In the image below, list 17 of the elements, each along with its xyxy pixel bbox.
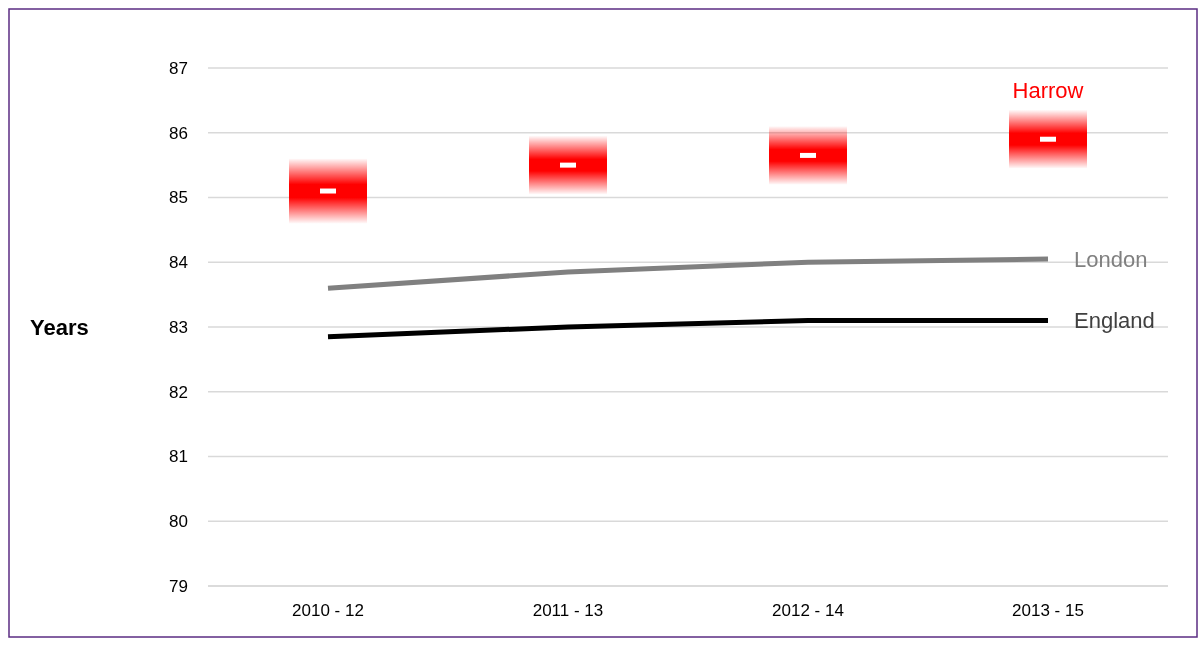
- y-tick-label: 86: [169, 123, 188, 143]
- y-tick-label: 79: [169, 576, 188, 596]
- x-tick-label: 2011 - 13: [532, 601, 604, 620]
- y-tick-label: 81: [169, 447, 188, 467]
- y-tick-label: 83: [169, 317, 188, 337]
- y-tick-label: 80: [169, 512, 188, 532]
- y-tick-label: 84: [169, 253, 188, 273]
- series-label: Harrow: [1012, 78, 1084, 104]
- x-tick-label: 2013 - 15: [1012, 601, 1084, 620]
- x-tick-label: 2012 - 14: [772, 601, 844, 620]
- y-axis-title: Years: [30, 314, 89, 340]
- x-tick-label: 2010 - 12: [292, 601, 364, 620]
- series-label: London: [1074, 246, 1148, 272]
- y-tick-label: 85: [169, 188, 188, 208]
- y-tick-label: 87: [169, 58, 188, 78]
- series-label: England: [1074, 308, 1155, 334]
- y-tick-label: 82: [169, 382, 188, 402]
